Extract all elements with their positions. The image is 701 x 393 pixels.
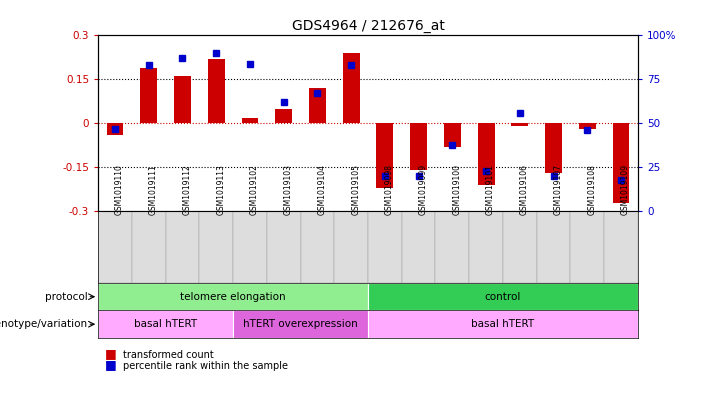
Bar <box>107 123 123 135</box>
Bar <box>571 211 604 283</box>
Bar <box>301 211 334 283</box>
Bar <box>368 283 638 310</box>
Bar <box>410 123 427 170</box>
Title: GDS4964 / 212676_at: GDS4964 / 212676_at <box>292 19 444 33</box>
Bar <box>604 211 638 283</box>
Bar <box>512 123 529 126</box>
Text: GSM1019106: GSM1019106 <box>520 164 529 215</box>
Bar <box>275 109 292 123</box>
Text: GSM1019107: GSM1019107 <box>554 164 563 215</box>
Text: GSM1019104: GSM1019104 <box>318 164 327 215</box>
Text: basal hTERT: basal hTERT <box>471 319 535 329</box>
Bar <box>207 59 224 123</box>
Bar <box>477 123 494 185</box>
Text: transformed count: transformed count <box>123 350 213 360</box>
Text: ■: ■ <box>105 358 117 371</box>
Bar <box>503 211 537 283</box>
Text: GSM1019100: GSM1019100 <box>452 164 461 215</box>
Bar <box>376 123 393 188</box>
Bar <box>613 123 629 203</box>
Text: GSM1019113: GSM1019113 <box>216 164 225 215</box>
Text: ■: ■ <box>105 347 117 360</box>
Bar <box>132 211 165 283</box>
Bar <box>233 211 267 283</box>
Text: genotype/variation: genotype/variation <box>0 319 88 329</box>
Bar <box>469 211 503 283</box>
Bar <box>368 310 638 338</box>
Bar <box>233 310 368 338</box>
Bar <box>242 118 259 123</box>
Text: GSM1019101: GSM1019101 <box>486 164 495 215</box>
Text: GSM1019110: GSM1019110 <box>115 164 124 215</box>
Bar <box>267 211 301 283</box>
Text: GSM1019103: GSM1019103 <box>284 164 293 215</box>
Bar <box>537 211 571 283</box>
Bar <box>368 211 402 283</box>
Bar <box>545 123 562 173</box>
Bar <box>98 283 368 310</box>
Bar <box>140 68 157 123</box>
Text: hTERT overexpression: hTERT overexpression <box>243 319 358 329</box>
Bar <box>402 211 435 283</box>
Text: GSM1019102: GSM1019102 <box>250 164 259 215</box>
Text: GSM1019112: GSM1019112 <box>182 164 191 215</box>
Bar <box>435 211 469 283</box>
Text: GSM1019109: GSM1019109 <box>621 164 630 215</box>
Bar <box>98 310 233 338</box>
Text: telomere elongation: telomere elongation <box>180 292 286 302</box>
Text: basal hTERT: basal hTERT <box>134 319 197 329</box>
Text: GSM1019099: GSM1019099 <box>418 164 428 215</box>
Text: percentile rank within the sample: percentile rank within the sample <box>123 362 287 371</box>
Bar <box>199 211 233 283</box>
Bar <box>579 123 596 129</box>
Bar <box>309 88 326 123</box>
Text: control: control <box>485 292 521 302</box>
Bar <box>174 77 191 123</box>
Text: GSM1019111: GSM1019111 <box>149 164 158 215</box>
Text: GSM1019098: GSM1019098 <box>385 164 394 215</box>
Bar <box>444 123 461 147</box>
Text: GSM1019105: GSM1019105 <box>351 164 360 215</box>
Text: GSM1019108: GSM1019108 <box>587 164 597 215</box>
Bar <box>165 211 199 283</box>
Bar <box>98 211 132 283</box>
Text: protocol: protocol <box>45 292 88 302</box>
Bar <box>343 53 360 123</box>
Bar <box>334 211 368 283</box>
